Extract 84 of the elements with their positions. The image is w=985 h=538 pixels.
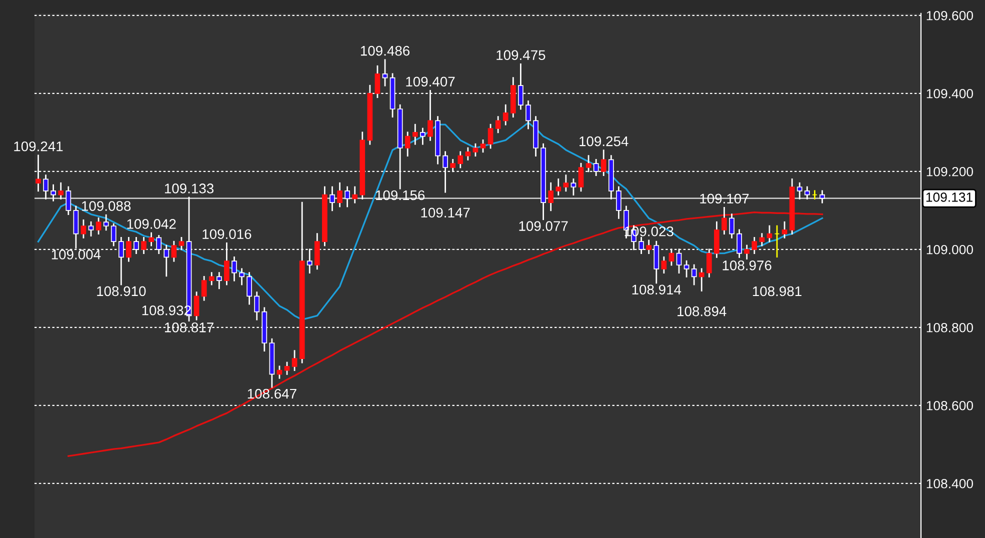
candlestick <box>548 182 554 212</box>
annotation: 108.981 <box>752 286 802 296</box>
candlestick <box>782 221 788 238</box>
ref-line-label: 109.131 <box>926 192 972 202</box>
y-tick-label: 109.400 <box>926 88 974 98</box>
candlestick <box>759 233 765 246</box>
candlestick <box>488 124 494 149</box>
candlestick <box>616 186 622 219</box>
candlestick <box>563 174 569 192</box>
candlestick <box>766 225 772 242</box>
candlestick <box>110 223 116 246</box>
candlestick <box>480 140 486 153</box>
candlestick <box>148 232 154 246</box>
candlestick <box>246 272 252 305</box>
annotation: 109.042 <box>127 219 176 229</box>
candlestick <box>570 178 576 196</box>
annotation: 108.817 <box>164 322 214 332</box>
candlestick <box>43 174 48 200</box>
y-tick-label: 108.400 <box>926 478 974 488</box>
annotation: 109.147 <box>421 208 470 218</box>
candlestick <box>556 178 562 196</box>
candlestick <box>254 292 260 320</box>
y-tick-label: 108.800 <box>926 322 974 332</box>
candlestick <box>201 276 207 301</box>
candlestick <box>330 186 335 212</box>
annotation: 109.133 <box>164 184 214 194</box>
annotation: 109.016 <box>202 229 252 240</box>
candlestick <box>80 219 86 238</box>
candlestick <box>352 186 358 204</box>
candlestick <box>458 151 464 168</box>
candlestick <box>216 272 222 290</box>
candlestick <box>88 221 94 236</box>
candlestick <box>502 104 508 126</box>
candlestick <box>420 128 426 145</box>
y-tick-label: 109.000 <box>926 244 974 254</box>
candlestick <box>774 225 780 258</box>
annotation: 108.914 <box>632 284 682 295</box>
candlestick <box>698 268 704 292</box>
candlestick <box>404 132 410 156</box>
candlestick <box>661 256 667 274</box>
annotation: 109.077 <box>519 221 568 231</box>
annotation: 108.976 <box>722 260 772 270</box>
candlestick <box>804 186 810 200</box>
candlestick <box>495 116 501 134</box>
candlestick <box>50 184 56 202</box>
candlestick <box>736 229 742 258</box>
candlestick <box>472 143 478 156</box>
candlestick <box>276 366 282 379</box>
candlestick <box>796 182 802 200</box>
candlestick <box>344 186 350 208</box>
candlestick <box>58 182 64 200</box>
candlestick <box>729 214 734 238</box>
candlestick <box>208 272 214 286</box>
candlestick <box>382 59 388 86</box>
candlestick <box>292 350 298 371</box>
annotation: 109.407 <box>406 76 455 87</box>
candlestick <box>820 190 825 204</box>
candlestick <box>412 124 418 145</box>
y-tick-label: 108.600 <box>926 400 974 410</box>
annotation: 108.910 <box>97 286 146 296</box>
annotation: 109.254 <box>580 136 628 146</box>
annotation: 108.894 <box>678 306 726 316</box>
annotation: 109.486 <box>360 46 410 56</box>
candlestick <box>465 147 471 160</box>
annotation: 109.241 <box>14 141 63 152</box>
candlestick <box>684 260 690 278</box>
annotation: 109.088 <box>82 201 131 211</box>
annotation: 109.156 <box>376 190 425 200</box>
annotation: 109.004 <box>52 250 101 260</box>
annotation: 109.475 <box>496 50 546 60</box>
candlestick <box>526 100 531 130</box>
candlestick <box>96 218 102 234</box>
y-tick-label: 109.600 <box>926 10 974 20</box>
candlestick <box>337 182 342 208</box>
y-tick-label: 109.200 <box>926 166 974 176</box>
candlestick <box>812 190 818 200</box>
candlestick <box>194 292 200 320</box>
candlestick <box>691 264 697 286</box>
candlestick <box>284 362 290 375</box>
candlestick <box>232 256 237 282</box>
candlestick <box>66 186 72 215</box>
candlestick <box>239 268 244 286</box>
candlestick <box>722 206 727 234</box>
candlestick <box>103 214 109 231</box>
